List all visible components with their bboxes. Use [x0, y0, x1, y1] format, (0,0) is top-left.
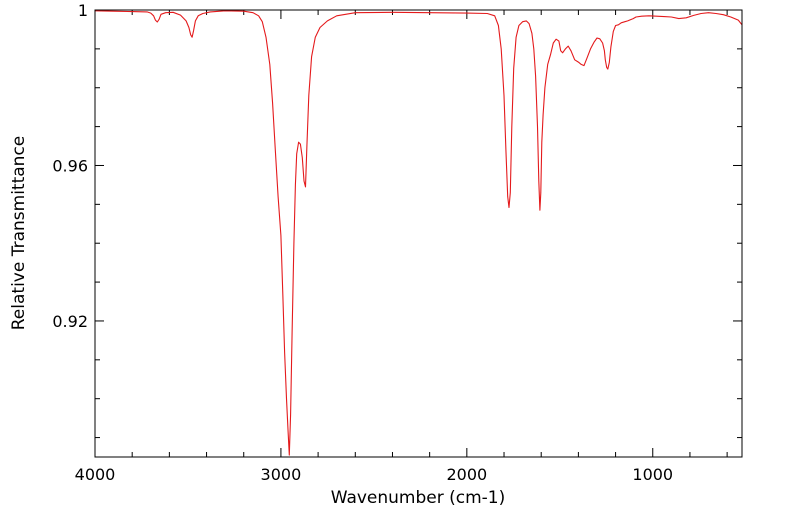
- spectrum-line: [94, 10, 743, 456]
- x-tick-label: 2000: [446, 465, 487, 484]
- y-axis-title: Relative Transmittance: [9, 136, 29, 331]
- x-axis-title: Wavenumber (cm-1): [331, 488, 506, 508]
- y-tick-label: 0.92: [52, 312, 88, 331]
- x-tick-label: 4000: [75, 465, 116, 484]
- plot-area: [95, 10, 742, 457]
- plot-frame: [94, 9, 743, 458]
- x-tick-label: 1000: [632, 465, 673, 484]
- y-tick-labels: 1 0.96 0.92: [52, 1, 88, 331]
- x-tick-label: 3000: [261, 465, 302, 484]
- y-tick-label: 0.96: [52, 156, 88, 175]
- y-tick-label: 1: [78, 1, 88, 20]
- x-tick-labels: 4000 3000 2000 1000: [75, 465, 673, 484]
